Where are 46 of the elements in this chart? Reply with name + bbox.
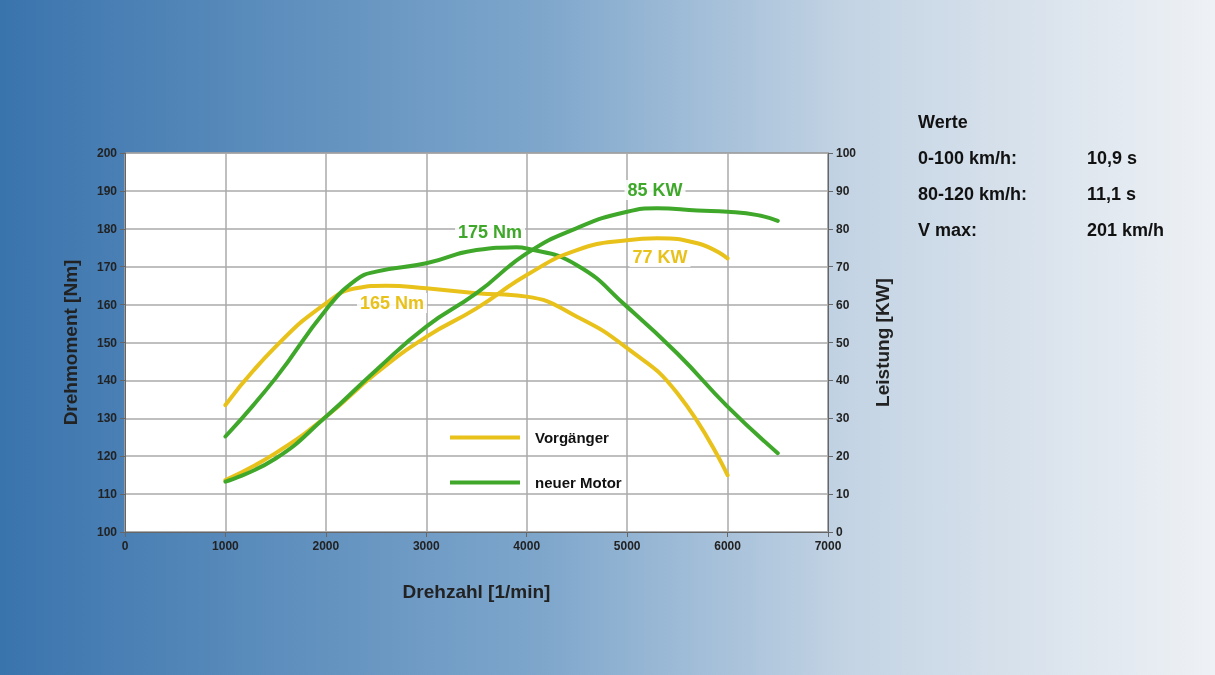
text: 0-100 km/h: <box>918 148 1018 168</box>
y-tick-label: 170 <box>96 259 118 274</box>
y-tick-label: 120 <box>96 449 118 464</box>
x-tick-label: 4000 <box>513 539 541 553</box>
text: 201 km/h <box>1087 220 1165 240</box>
x-tick-label: 7000 <box>814 539 842 553</box>
y-tick-label: 160 <box>96 297 118 312</box>
y2-axis-title: Leistung [KW] <box>872 278 893 407</box>
text: 11,1 s <box>1087 184 1137 204</box>
annotation: 175 Nm <box>457 222 523 242</box>
x-tick-label: 5000 <box>613 539 641 553</box>
y-tick-label: 130 <box>96 411 118 426</box>
y-tick-label: 110 <box>97 487 118 502</box>
y2-tick-label: 100 <box>836 146 857 160</box>
y2-tick-label: 90 <box>836 183 850 198</box>
x-tick-label: 3000 <box>412 539 440 553</box>
x-tick-label: 2000 <box>312 539 340 553</box>
y2-tick-label: 30 <box>836 411 850 426</box>
y-tick-label: 150 <box>96 335 118 350</box>
y2-tick-label: 60 <box>836 297 850 312</box>
annotation: 165 Nm <box>359 293 425 313</box>
y-tick-label: 100 <box>96 525 118 539</box>
y-axis-title: Drehmoment [Nm] <box>60 259 81 426</box>
x-axis-title: Drehzahl [1/min] <box>402 581 551 602</box>
y2-tick-label: 20 <box>836 449 850 464</box>
y2-tick-label: 80 <box>836 221 850 236</box>
x-tick-label: 0 <box>121 539 129 553</box>
text: 80-120 km/h: <box>918 184 1028 204</box>
legend-label: neuer Motor <box>535 474 622 491</box>
y-tick-label: 180 <box>96 221 118 236</box>
y2-tick-label: 40 <box>836 373 850 388</box>
annotation: 77 KW <box>632 247 688 267</box>
y-tick-label: 200 <box>96 146 118 160</box>
y-tick-label: 190 <box>96 183 118 198</box>
y2-tick-label: 0 <box>836 525 843 539</box>
legend-label: Vorgänger <box>535 429 610 446</box>
x-tick-label: 1000 <box>212 539 240 553</box>
y2-tick-label: 50 <box>836 335 850 350</box>
annotation: 85 KW <box>627 180 683 200</box>
text: Werte <box>918 112 968 132</box>
y-tick-label: 140 <box>96 373 118 388</box>
y2-tick-label: 70 <box>836 259 850 274</box>
text: V max: <box>918 220 978 240</box>
x-tick-label: 6000 <box>714 539 742 553</box>
y2-tick-label: 10 <box>836 487 850 502</box>
text: 10,9 s <box>1087 148 1138 168</box>
